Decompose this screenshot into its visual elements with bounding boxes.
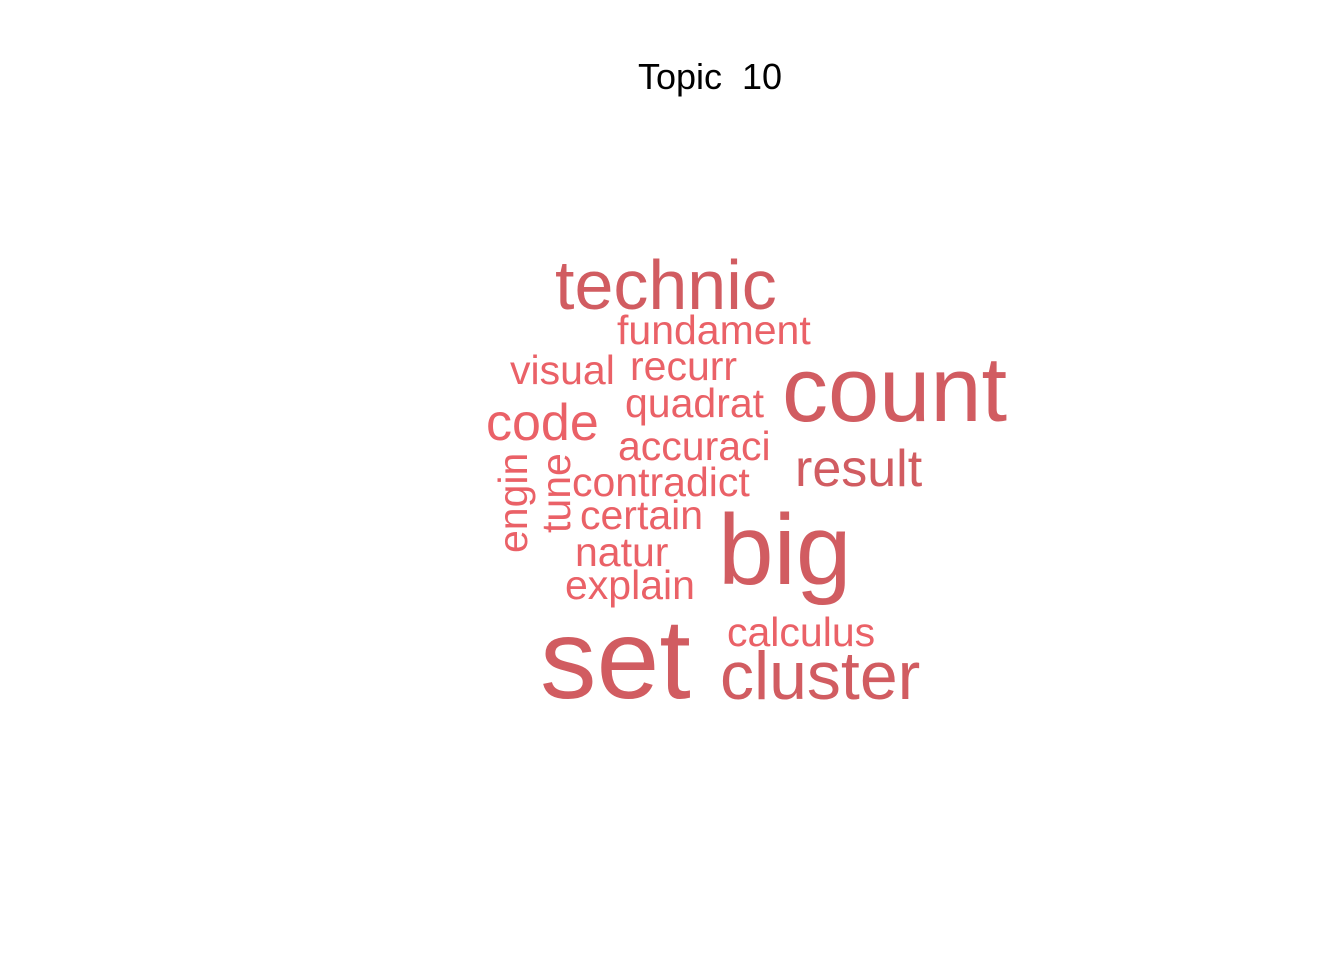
word-accuraci: accuraci <box>618 423 771 469</box>
word-recurr: recurr <box>630 343 737 389</box>
word-code: code <box>486 394 599 452</box>
word-count: count <box>782 339 1007 441</box>
word-certain: certain <box>580 492 703 538</box>
word-calculus: calculus <box>727 609 875 655</box>
word-big: big <box>718 494 851 606</box>
word-quadrat: quadrat <box>625 380 765 426</box>
word-technic: technic <box>555 246 777 324</box>
word-cluster: cluster <box>720 638 920 714</box>
word-natur: natur <box>575 529 668 575</box>
word-tune: tune <box>533 453 579 533</box>
word-set: set <box>540 596 691 722</box>
word-visual: visual <box>510 347 615 393</box>
word-contradict: contradict <box>572 459 750 505</box>
word-result: result <box>795 440 923 498</box>
word-engin: engin <box>490 453 536 553</box>
chart-title: Topic 10 <box>637 56 783 97</box>
word-explain: explain <box>565 562 695 608</box>
word-fundament: fundament <box>617 307 811 353</box>
